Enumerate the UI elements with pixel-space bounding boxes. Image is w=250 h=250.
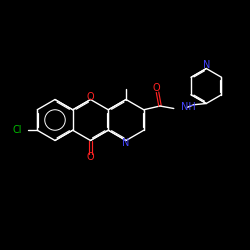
- Text: O: O: [87, 152, 94, 162]
- Text: N: N: [122, 138, 130, 148]
- Text: N: N: [202, 60, 210, 70]
- Text: O: O: [87, 92, 94, 102]
- Text: O: O: [152, 84, 160, 94]
- Text: Cl: Cl: [13, 125, 22, 135]
- Text: NH: NH: [181, 102, 196, 112]
